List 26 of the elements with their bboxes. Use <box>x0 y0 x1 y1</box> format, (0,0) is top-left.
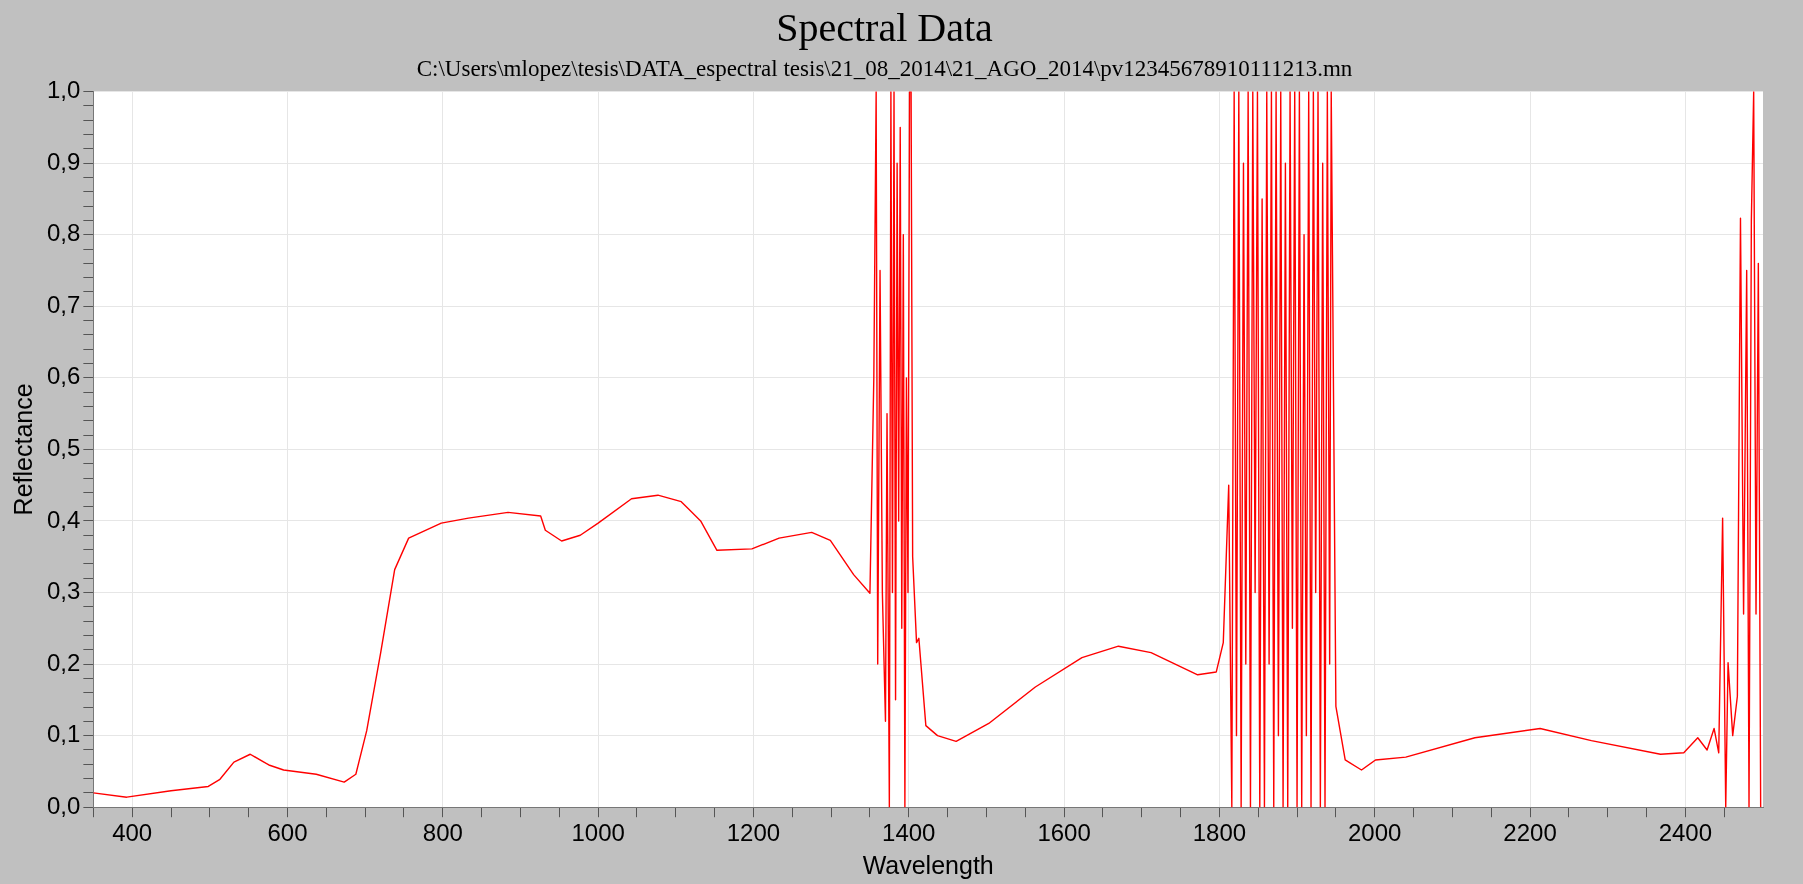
x-tick-label: 1200 <box>726 819 781 847</box>
x-tick-label: 800 <box>422 819 463 847</box>
chart-title: Spectral Data <box>776 4 994 50</box>
x-tick-label: 1000 <box>571 819 625 847</box>
y-tick-label: 0,7 <box>46 290 81 318</box>
x-tick-label: 400 <box>112 819 153 847</box>
y-tick-label: 0,1 <box>46 720 81 748</box>
x-axis-title: Wavelength <box>862 850 994 879</box>
y-tick-label: 0,6 <box>46 362 81 390</box>
x-tick-label: 2000 <box>1348 819 1402 847</box>
y-tick-label: 1,0 <box>46 76 81 104</box>
x-tick-label: 2200 <box>1503 819 1557 847</box>
x-tick-label: 2400 <box>1658 819 1713 847</box>
y-tick-label: 0,0 <box>46 791 81 819</box>
y-tick-label: 0,9 <box>46 147 81 175</box>
y-tick-label: 0,5 <box>46 434 81 462</box>
y-tick-label: 0,3 <box>46 577 81 605</box>
x-tick-label: 1600 <box>1037 819 1091 847</box>
x-tick-label: 600 <box>267 819 308 847</box>
y-tick-label: 0,4 <box>46 505 81 533</box>
y-tick-label: 0,2 <box>46 648 81 676</box>
chart-subtitle: C:\Users\mlopez\tesis\DATA_espectral tesis\21_08_2014\21_AGO_2014\pv12345678910111213.mn <box>416 55 1353 81</box>
x-tick-label: 1800 <box>1192 819 1247 847</box>
y-tick-label: 0,8 <box>46 219 81 247</box>
x-tick-label: 1400 <box>882 819 936 847</box>
y-axis-title: Reflectance <box>8 383 37 516</box>
